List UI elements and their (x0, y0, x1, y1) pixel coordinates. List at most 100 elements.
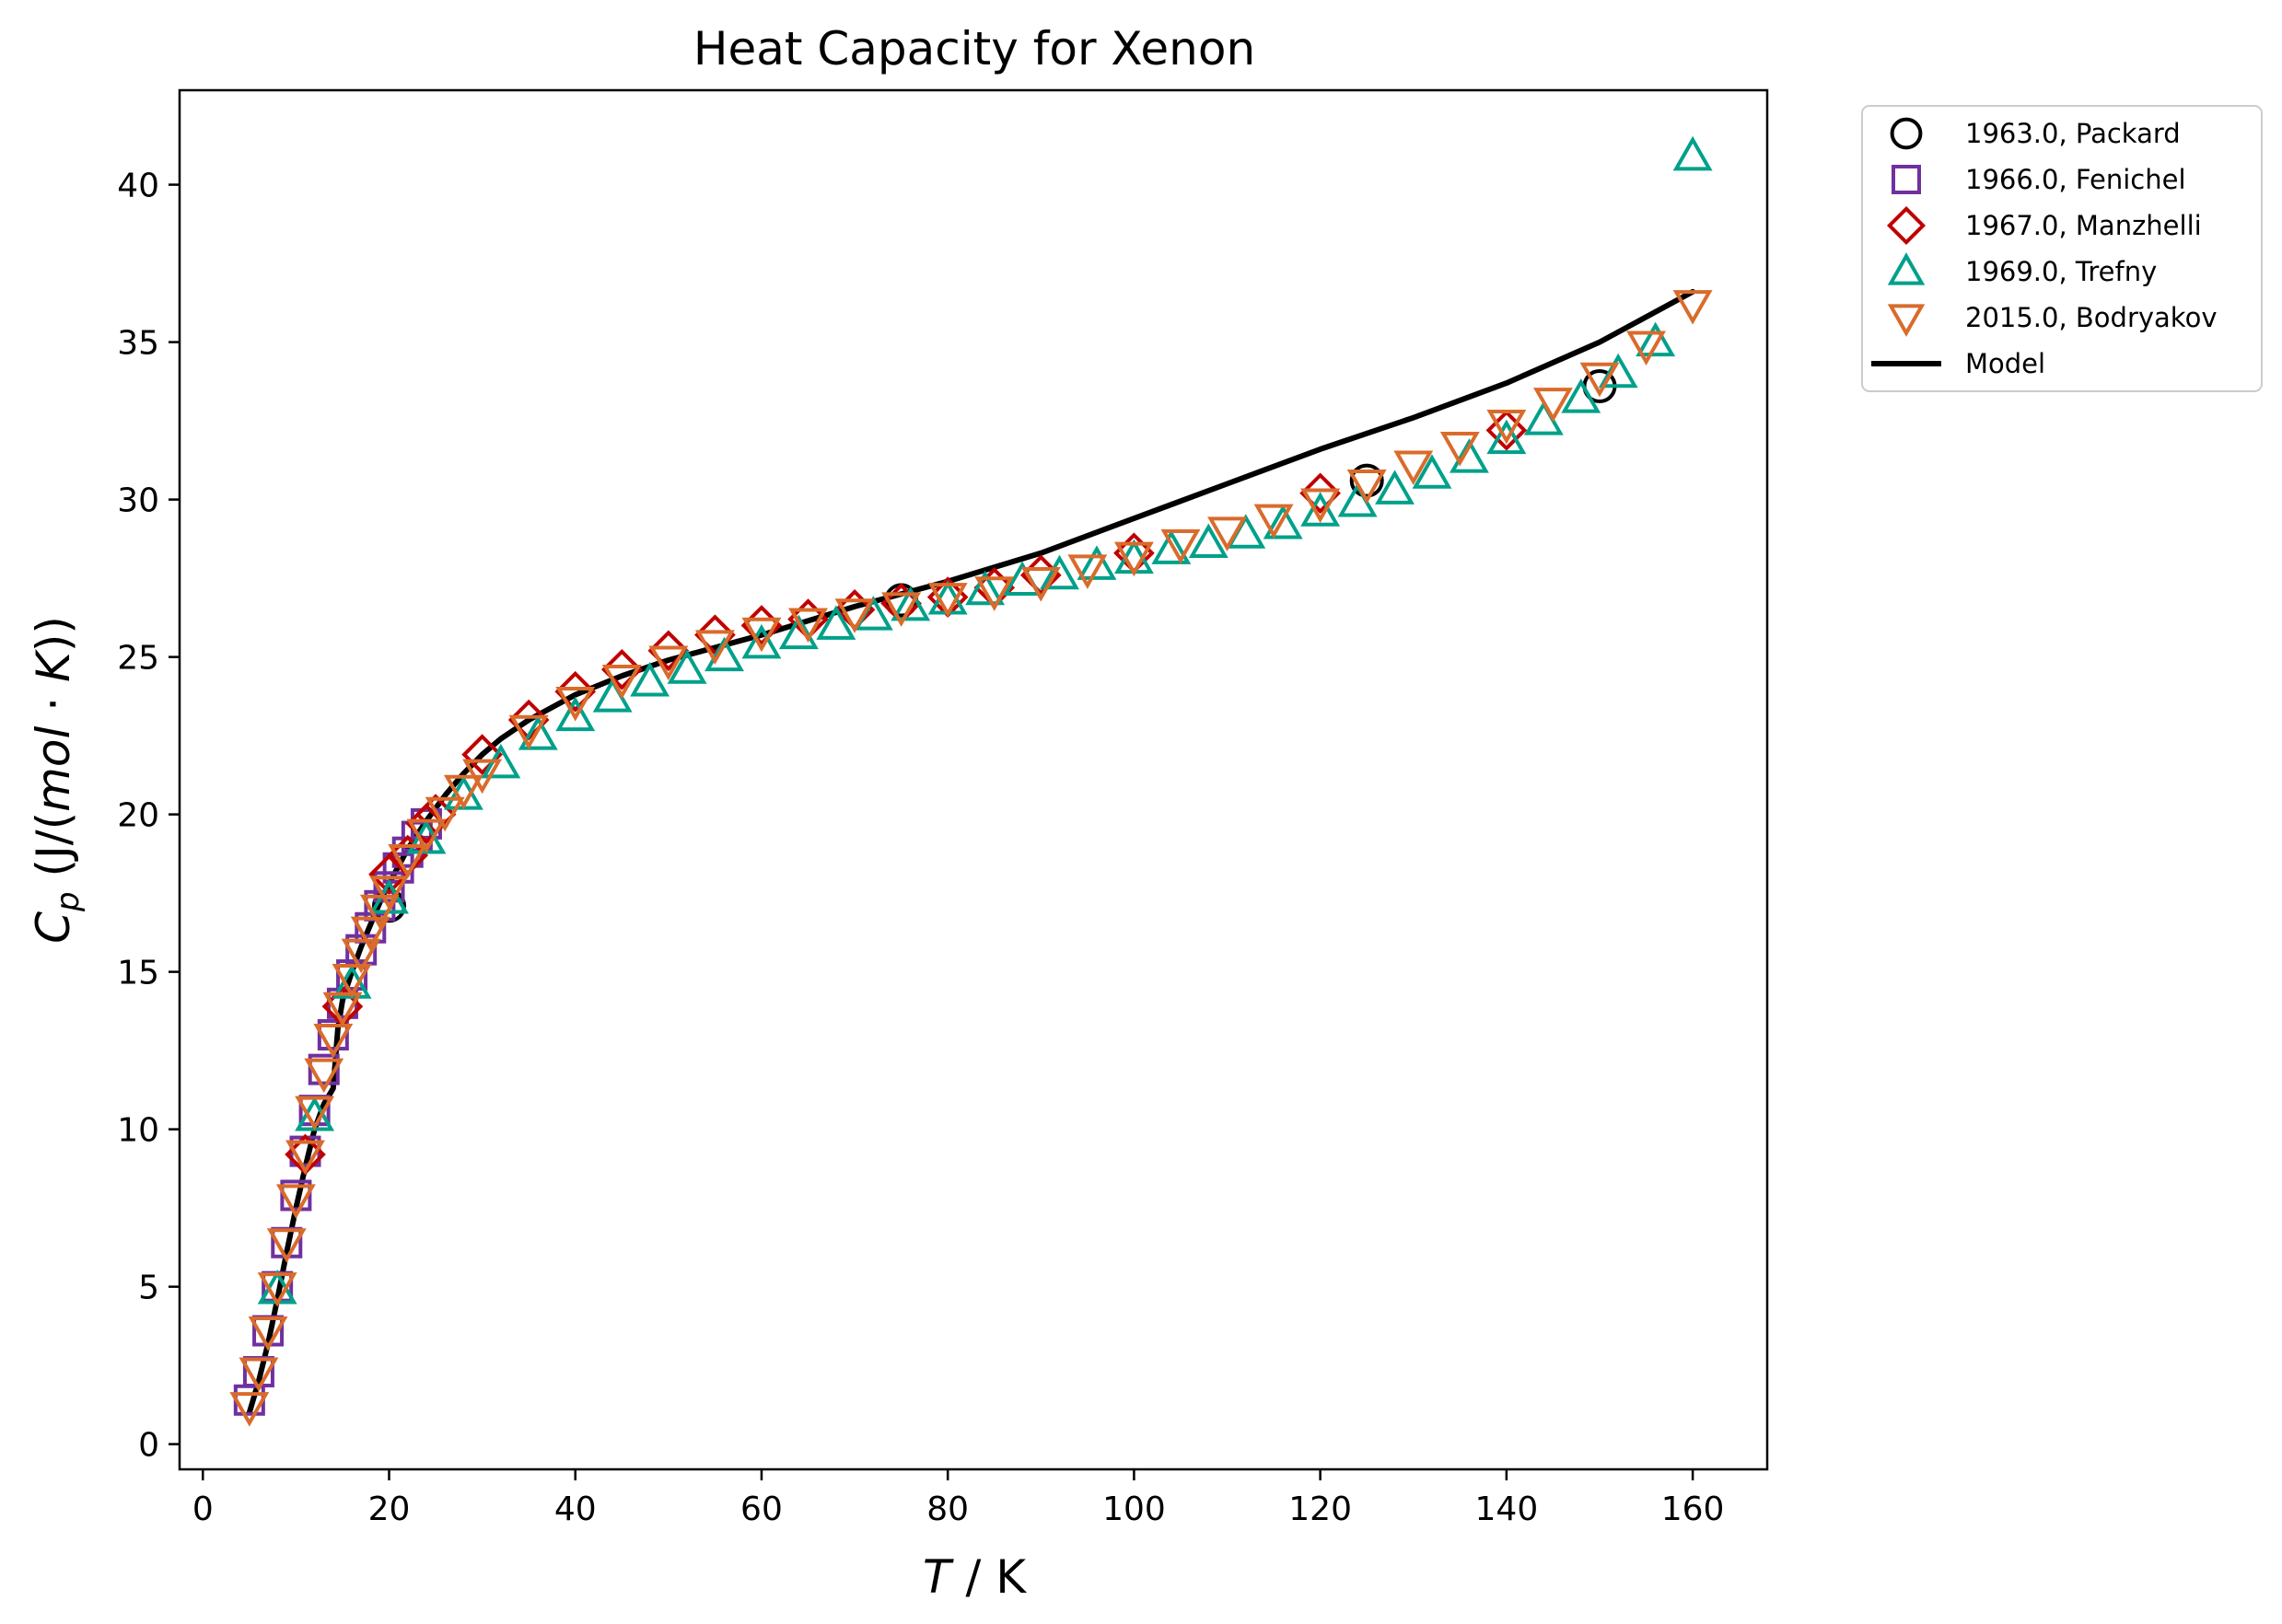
legend-item: 1967.0, Manzhelli (1886, 205, 2202, 246)
data-point (601, 665, 642, 700)
data-point (425, 796, 465, 832)
series-layer (229, 135, 1713, 1427)
data-point (280, 1179, 312, 1212)
data-point (229, 1392, 270, 1427)
data-point (369, 876, 409, 911)
data-point (508, 714, 549, 750)
data-point (694, 630, 735, 665)
y-tick-label: 30 (117, 482, 159, 520)
x-tick-label: 60 (740, 1491, 783, 1528)
data-point (555, 696, 596, 732)
y-tick-label: 25 (117, 640, 159, 678)
series-model (246, 288, 1696, 1416)
data-point (1486, 419, 1527, 455)
data-point (1040, 554, 1079, 590)
data-point (443, 774, 483, 810)
data-point (741, 617, 782, 653)
data-point (1300, 492, 1341, 527)
legend-marker-swatch (1887, 252, 1926, 285)
data-point (891, 586, 931, 621)
data-point (285, 1140, 325, 1176)
data-point (462, 759, 503, 795)
data-point (295, 1096, 335, 1131)
data-point (1672, 290, 1713, 325)
y-tick-label: 40 (117, 168, 159, 205)
x-tick-label: 80 (926, 1491, 969, 1528)
legend-label: Model (1965, 348, 2045, 379)
data-point (927, 583, 968, 618)
y-tick-label: 10 (117, 1112, 159, 1150)
data-point (1020, 567, 1061, 602)
data-point (741, 623, 782, 659)
data-point (518, 715, 558, 750)
data-point (1412, 454, 1452, 489)
data-point (834, 598, 875, 633)
data-point (600, 648, 643, 690)
data-point (1113, 541, 1154, 577)
data-point (1439, 431, 1480, 467)
x-tick-label: 100 (1102, 1491, 1166, 1528)
data-point (341, 938, 381, 974)
data-point (1151, 529, 1192, 564)
data-point (1207, 516, 1247, 551)
data-point (1346, 470, 1387, 505)
data-point (647, 630, 690, 672)
data-point (373, 871, 405, 903)
legend-marker-swatch (1892, 165, 1921, 194)
data-point (406, 818, 447, 854)
legend-label: 1967.0, Manzhelli (1965, 210, 2202, 241)
data-point (1263, 504, 1303, 539)
data-point (388, 844, 428, 879)
data-point (461, 734, 503, 775)
chart-title: Heat Capacity for Xenon (693, 22, 1255, 75)
data-point (1561, 378, 1601, 413)
data-point (308, 1053, 340, 1085)
legend-marker-swatch (1890, 117, 1923, 150)
data-point (1077, 545, 1117, 580)
data-point (816, 605, 856, 640)
data-point (313, 1023, 354, 1059)
legend-item: 1966.0, Fenichel (1892, 164, 2186, 195)
y-tick-label: 35 (117, 325, 159, 363)
y-tick-label: 20 (117, 797, 159, 835)
legend-item: Model (1871, 348, 2045, 379)
axis-ticks: 0 20 40 60 80 100 120 140 160 0 5 10 15 20 25 30 35 40 (117, 168, 1724, 1528)
data-point (694, 614, 736, 656)
data-point (704, 636, 744, 672)
y-tick-label: 15 (117, 955, 159, 992)
data-point (788, 608, 828, 644)
data-point (1067, 554, 1108, 589)
legend-item: 1963.0, Packard (1890, 117, 2181, 150)
data-point (1160, 528, 1201, 564)
x-tick-label: 120 (1288, 1491, 1352, 1528)
data-point (778, 614, 819, 650)
data-point (974, 576, 1015, 611)
legend-marker-swatch (1886, 205, 1927, 246)
data-point (1532, 388, 1573, 423)
data-point (266, 1228, 307, 1263)
data-point (1188, 523, 1228, 558)
x-tick-label: 140 (1475, 1491, 1539, 1528)
legend-label: 1969.0, Trefny (1965, 256, 2157, 287)
legend-label: 1966.0, Fenichel (1965, 164, 2186, 195)
data-point (304, 1058, 344, 1094)
x-tick-label: 0 (192, 1491, 214, 1528)
data-point (667, 649, 707, 684)
series-1969-0-trefny (257, 135, 1713, 1305)
x-tick-label: 40 (554, 1491, 597, 1528)
legend-label: 2015.0, Bodryakov (1965, 302, 2217, 333)
data-point (1300, 488, 1341, 524)
model-curve (246, 288, 1696, 1416)
data-point (239, 1357, 279, 1393)
data-point (648, 645, 689, 681)
data-point (555, 686, 596, 722)
data-point (317, 1019, 349, 1051)
x-axis-label: T / K (923, 1550, 1027, 1604)
data-point (1393, 450, 1434, 486)
y-tick-label: 0 (138, 1427, 159, 1465)
data-point (1636, 321, 1676, 357)
data-point (1449, 438, 1489, 473)
data-point (336, 959, 368, 992)
data-point (257, 1272, 297, 1307)
